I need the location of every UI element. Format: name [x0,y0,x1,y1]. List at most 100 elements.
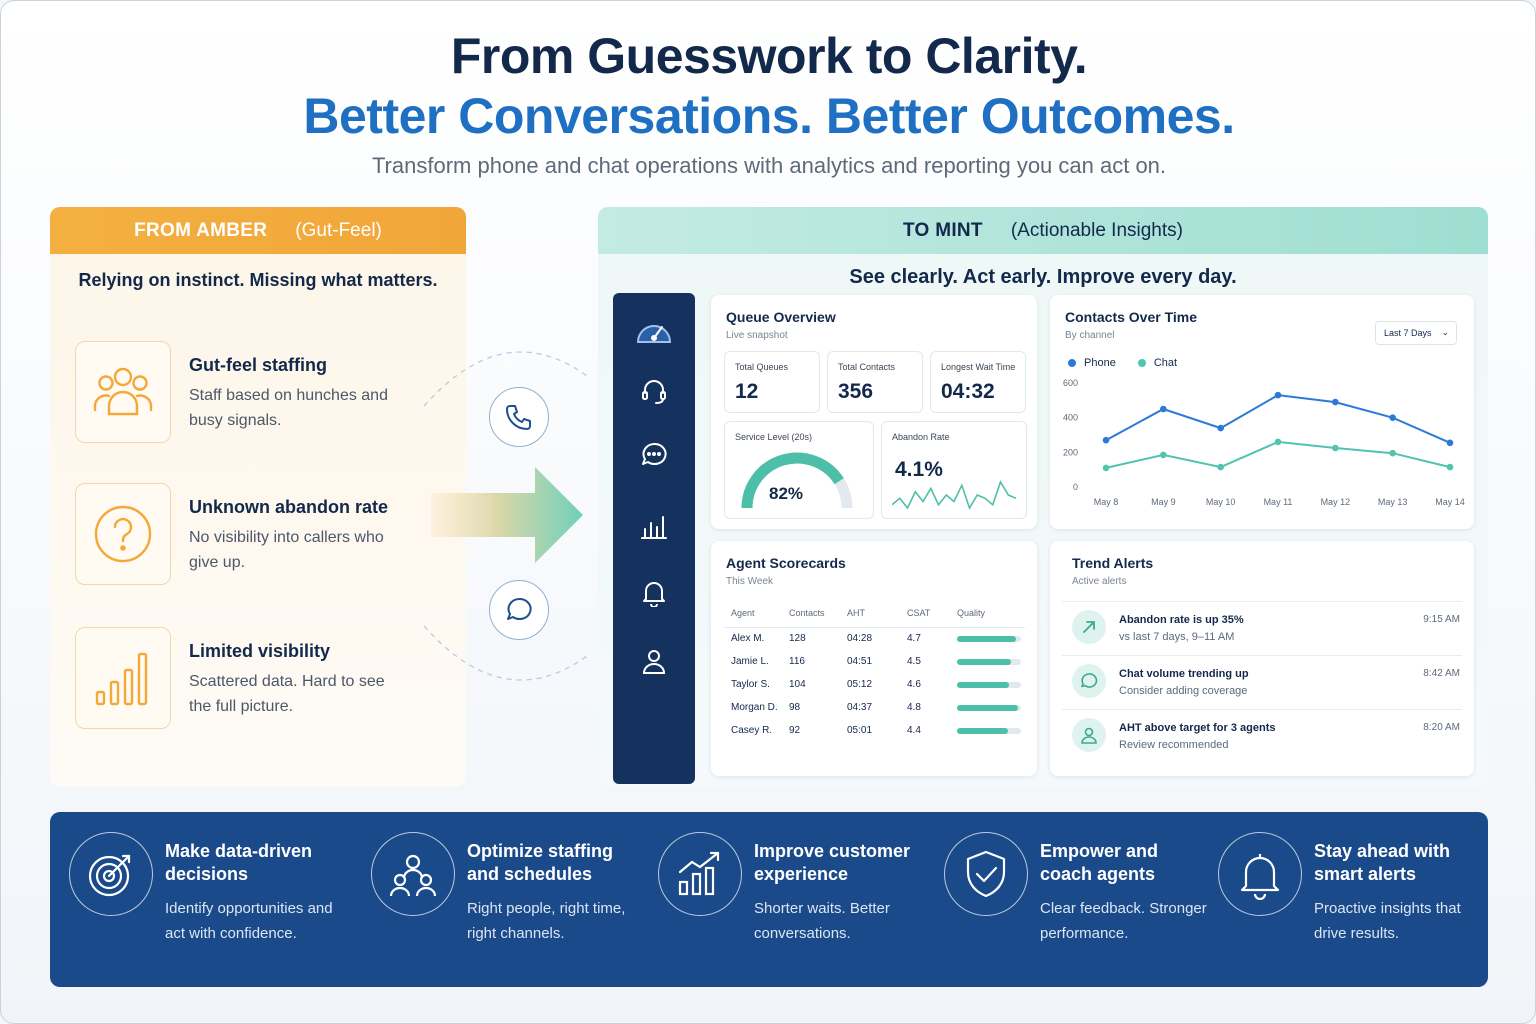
quality-bar-fill [957,704,1018,711]
alert-title: Chat volume trending up [1119,668,1249,680]
abandon-rate-stat: Abandon Rate 4.1% [881,421,1027,519]
abandon-rate-value: 4.1% [895,458,943,481]
problem-desc: Staff based on hunches and busy signals. [189,387,388,429]
column-header: AHT [841,605,901,628]
x-tick-label: May 10 [1206,497,1236,507]
alert-item[interactable]: AHT above target for 3 agents Review rec… [1062,709,1462,761]
cell-quality [951,650,1025,673]
benefit-title: Stay ahead with smart alerts [1314,841,1451,884]
gauge-fill [741,452,844,509]
cell-aht: 04:28 [847,633,873,645]
series-line-phone [1105,394,1451,444]
quality-bar [957,727,1021,734]
to-mint-label: TO MINT [902,219,983,241]
sparkline-line [892,480,1017,510]
cell-quality [951,696,1025,719]
connector-arc [423,351,588,681]
people-group-icon [75,341,171,443]
legend-swatch-chat [1137,359,1146,367]
bar-chart-icon[interactable] [634,505,674,545]
data-point-phone [1389,414,1396,421]
data-point-chat [1446,463,1454,471]
quality-bar-fill [957,727,1009,734]
to-mint-header: TO MINT (Actionable Insights) [598,207,1488,254]
table-row[interactable]: Alex M. 128 04:28 4.7 [725,627,1025,650]
problem-desc: Scattered data. Hard to see the full pic… [189,673,385,715]
stat-label: Service Level (20s) [735,432,813,442]
series-line-chat [1105,440,1451,469]
x-tick-label: May 9 [1151,497,1176,507]
problem-item-abandon: Unknown abandon rate No visibility into … [75,483,455,585]
stat-value: 356 [838,380,874,403]
x-tick-label: May 12 [1321,497,1351,507]
problem-title: Limited visibility [189,641,331,661]
legend-swatch-phone [1068,359,1076,367]
x-tick-label: May 13 [1378,497,1408,507]
data-point-phone [1160,405,1167,413]
column-header: Quality [951,605,1025,628]
quality-bar [957,681,1021,688]
y-tick-label: 0 [1073,482,1078,492]
cell-csat: 4.6 [907,679,921,690]
x-tick-label: May 8 [1094,497,1119,507]
from-amber-label: FROM AMBER [134,219,268,241]
table-row[interactable]: Morgan D. 98 04:37 4.8 [725,696,1025,719]
cell-csat: 4.8 [907,702,921,713]
range-select[interactable]: Last 7 Days ⌄ [1375,321,1457,345]
cell-quality [951,673,1025,696]
stat-label: Abandon Rate [892,432,950,442]
scorecards-table: Agent Contacts AHT CSAT Quality Alex M. 1… [725,605,1025,742]
alert-time: 9:15 AM [1423,614,1460,625]
x-tick-label: May 14 [1435,497,1465,507]
benefit-desc: Right people, right time, right channels… [467,900,626,942]
quality-bar [957,635,1021,642]
card-subtitle: This Week [726,576,774,587]
quality-bar [957,704,1021,711]
problem-item-staffing: Gut-feel staffing Staff based on hunches… [75,341,455,443]
cell-contacts: 116 [789,656,805,667]
problem-title: Gut-feel staffing [189,355,327,375]
contacts-over-time-card: Contacts Over Time By channel Last 7 Day… [1050,295,1474,529]
headline-secondary: Better Conversations. Better Outcomes. [303,88,1235,144]
user-icon[interactable] [634,641,674,681]
queue-overview-card: Queue Overview Live snapshot Total Queue… [711,295,1037,529]
benefit-desc: Clear feedback. Stronger performance. [1040,900,1207,942]
speedometer-icon[interactable] [634,311,674,351]
chat-icon[interactable] [634,435,674,475]
cell-agent: Morgan D. [731,702,778,713]
column-header: Agent [725,605,783,628]
cell-csat: 4.4 [907,725,921,736]
total-queues-stat: Total Queues 12 [724,351,820,413]
data-point-chat [1102,464,1110,472]
service-level-stat: Service Level (20s) 82% [724,421,874,519]
service-level-gauge [741,452,853,509]
chat-icon [489,580,549,640]
range-select-value: Last 7 Days [1384,328,1432,338]
longest-wait-stat: Longest Wait Time 04:32 [930,351,1026,413]
benefit-title: Empower and coach agents [1040,841,1159,884]
table-row[interactable]: Taylor S. 104 05:12 4.6 [725,673,1025,696]
card-title: Queue Overview [726,309,836,325]
stat-label: Longest Wait Time [941,362,1016,372]
alert-item[interactable]: Abandon rate is up 35% vs last 7 days, 9… [1062,601,1462,653]
table-row[interactable]: Jamie L. 116 04:51 4.5 [725,650,1025,673]
table-row[interactable]: Casey R. 92 05:01 4.4 [725,719,1025,742]
bell-icon[interactable] [634,573,674,613]
data-point-chat [1160,451,1167,459]
bell-icon [1218,832,1302,916]
cell-contacts: 128 [789,633,806,645]
x-tick-label: May 11 [1264,497,1293,507]
card-subtitle: Active alerts [1072,576,1127,587]
data-point-chat [1274,438,1282,446]
cell-agent: Taylor S. [731,679,770,690]
problem-item-visibility: Limited visibility Scattered data. Hard … [75,627,455,729]
service-level-value: 82% [769,484,804,503]
from-amber-header: FROM AMBER (Gut-Feel) [50,207,466,254]
benefit-desc: Identify opportunities and act with conf… [165,900,333,942]
headset-icon[interactable] [634,371,674,411]
cell-contacts: 98 [789,702,801,713]
alert-item[interactable]: Chat volume trending up Consider adding … [1062,655,1462,707]
total-contacts-stat: Total Contacts 356 [827,351,923,413]
cell-agent: Casey R. [731,725,773,736]
benefit-title: Improve customer experience [754,841,911,884]
